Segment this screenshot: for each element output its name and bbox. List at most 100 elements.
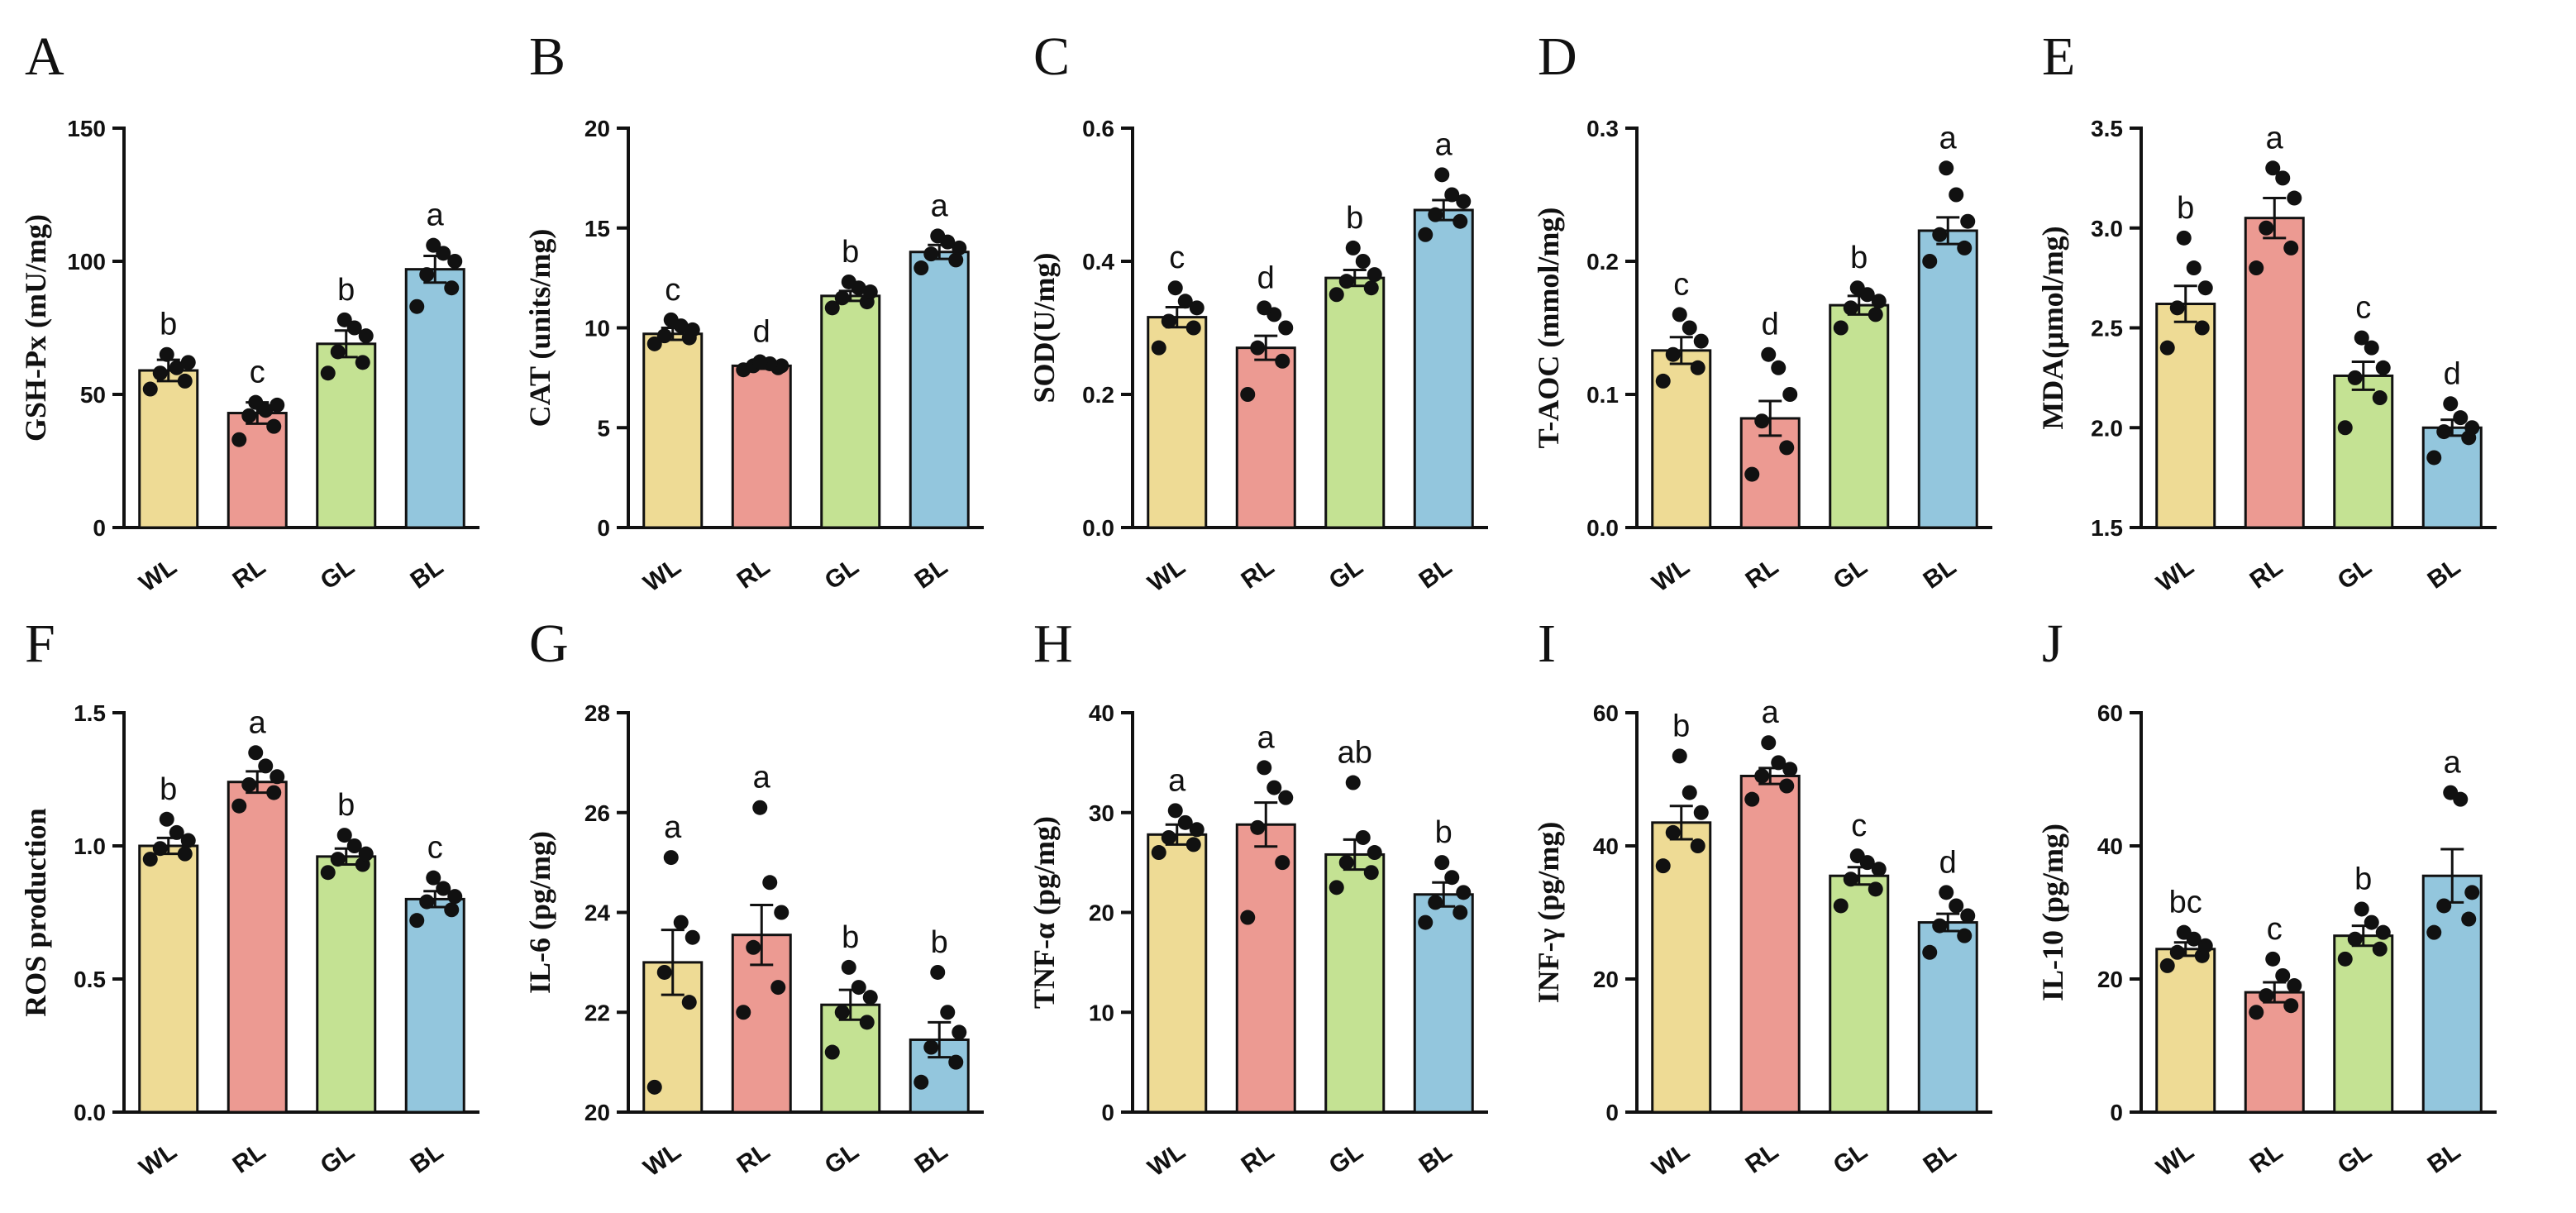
panel-a-data-point [258,403,274,418]
panel-a-data-point [266,418,282,434]
panel-g: G IL-6 (pg/mg) 20 22 24 26 28 a WL a RL b GL b BL [523,614,984,1182]
panel-c-data-point [1185,320,1201,336]
panel-f-data-point [241,776,257,792]
panel-f-data-point [447,889,463,905]
panel-g-data-point [914,1074,929,1090]
panel-c-significance-gl: b [1346,201,1363,236]
panel-i-data-point [1833,898,1849,914]
panel-h-data-point [1250,819,1266,835]
panel-c-significance-bl: a [1435,127,1453,162]
panel-c-y-tick-label: 0.6 [1082,116,1114,141]
panel-e: E MDA(μmol/mg) 1.5 2.0 2.5 3.0 3.5 b WL a RL c GL d BL [2036,26,2497,597]
panel-h-x-tick-bl: BL [1414,1138,1457,1179]
panel-d-letter: D [1538,26,1577,87]
panel-e-data-point [2194,320,2210,336]
panel-c-bar-gl [1324,276,1386,529]
panel-a-y-tick-label: 50 [80,382,106,408]
panel-d-x-tick-gl: GL [1829,553,1872,595]
panel-d-data-point [1922,254,1938,269]
panel-i-data-point [1782,762,1798,777]
panel-a-significance-gl: b [337,273,355,308]
panel-b-data-point [685,322,700,337]
panel-a-data-point [358,328,374,344]
panel-c: C SOD(U/mg) 0.0 0.2 0.4 0.6 c WL d RL b GL a BL [1028,26,1488,597]
panel-g-data-point [930,964,946,980]
panel-d-y-tick-label: 0.0 [1586,515,1619,541]
panel-i-data-point [1949,898,1964,914]
panel-c-data-point [1367,267,1382,283]
panel-j-data-point [2436,898,2452,914]
panel-i-x-tick-rl: RL [1741,1138,1784,1179]
panel-j-data-point [2461,911,2477,927]
panel-a-data-point [419,267,435,283]
panel-i-data-point [1868,881,1883,897]
panel-f-significance-rl: a [249,705,267,740]
panel-f-y-tick-label: 1.0 [74,833,106,859]
panel-b-data-point [923,246,939,262]
panel-d-data-point [1782,387,1798,402]
panel-a-significance-wl: b [160,308,177,342]
panel-g-data-point [940,1005,956,1020]
panel-f-data-point [436,881,451,896]
panel-f-data-point [426,870,441,886]
panel-i-significance-wl: b [1672,709,1690,743]
panel-j: J IL-10 (pg/mg) 0 20 40 60 bc WL c RL b GL a BL [2036,614,2497,1182]
panel-c-significance-rl: d [1257,260,1275,295]
panel-e-data-point [2443,396,2459,412]
panel-b-x-tick-bl: BL [910,553,953,595]
panel-d-data-point [1868,307,1883,322]
panel-h-y-tick-label: 0 [1101,1100,1114,1125]
panel-h-data-point [1456,885,1472,900]
panel-e-bar-wl [2155,303,2216,529]
panel-c-data-point [1338,274,1354,289]
panel-h-letter: H [1033,614,1073,674]
panel-h-data-point [1363,865,1379,881]
panel-c-data-point [1257,300,1272,316]
panel-e-data-point [2283,240,2299,255]
panel-h-data-point [1345,775,1361,790]
panel-i-data-point [1932,918,1948,934]
panel-c-x-tick-bl: BL [1414,553,1457,595]
panel-b-data-point [841,274,856,289]
panel-e-x-tick-wl: WL [2152,553,2199,598]
panel-b-significance-bl: a [931,189,949,223]
panel-b-bar-gl [820,294,881,529]
panel-e-data-point [2436,424,2452,440]
panel-f-data-point [336,828,352,843]
panel-h-data-point [1185,837,1201,852]
panel-d-y-tick-label: 0.1 [1586,382,1619,408]
panel-j-significance-wl: bc [2169,886,2202,920]
panel-e-y-tick-label: 3.5 [2091,116,2123,141]
panel-i-x-tick-bl: BL [1919,1138,1962,1179]
panel-h-data-point [1278,790,1294,805]
panel-i-bar-rl [1739,774,1801,1114]
panel-g-data-point [656,964,672,980]
panel-g-letter: G [529,614,569,674]
panel-f-bar-wl [138,844,199,1114]
panel-a-data-point [180,355,196,370]
panel-e-data-point [2186,260,2202,276]
panel-g-x-tick-rl: RL [732,1138,775,1179]
panel-d-data-point [1957,240,1973,255]
panel-h-data-point [1177,814,1193,830]
panel-a-data-point [444,280,460,296]
panel-g-data-point [841,959,856,975]
panel-j-bar-bl [2421,874,2483,1114]
panel-j-data-point [2176,924,2192,940]
panel-c-letter: C [1033,26,1070,87]
panel-f-data-point [409,913,425,929]
panel-c-data-point [1444,187,1460,203]
panel-d-data-point [1744,466,1760,482]
panel-g-data-point [746,939,761,955]
panel-f-data-point [419,894,435,910]
panel-d-x-tick-wl: WL [1648,553,1695,598]
panel-c-x-tick-rl: RL [1237,553,1280,595]
panel-d-data-point [1665,346,1681,362]
panel-h-data-point [1275,855,1290,871]
panel-g-data-point [685,929,700,945]
panel-h-x-tick-rl: RL [1237,1138,1280,1179]
panel-c-data-point [1434,167,1450,183]
panel-c-data-point [1275,353,1290,369]
panel-b-y-tick-label: 15 [584,216,610,241]
panel-f-data-point [444,902,460,918]
